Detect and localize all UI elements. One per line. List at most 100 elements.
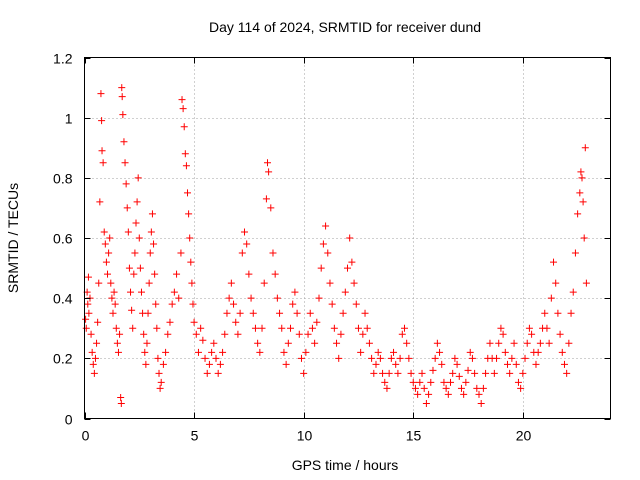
data-point: [471, 369, 479, 377]
data-point: [475, 390, 483, 398]
data-point: [324, 249, 332, 257]
data-point: [189, 300, 197, 308]
data-point: [98, 147, 106, 155]
data-point: [510, 339, 518, 347]
data-point: [348, 258, 356, 266]
data-point: [460, 390, 468, 398]
data-point: [205, 360, 213, 368]
data-point: [534, 348, 542, 356]
data-point: [447, 378, 455, 386]
data-point: [166, 318, 174, 326]
data-point: [203, 369, 211, 377]
x-axis-label: GPS time / hours: [292, 457, 399, 473]
data-point: [180, 123, 188, 131]
data-point: [135, 234, 143, 242]
data-point: [162, 348, 170, 356]
data-point: [260, 279, 268, 287]
data-point: [118, 93, 126, 101]
data-point: [501, 348, 509, 356]
data-point: [117, 399, 125, 407]
x-tick-label: 10: [297, 428, 313, 444]
data-point: [132, 219, 140, 227]
data-point: [120, 138, 128, 146]
data-point: [221, 330, 229, 338]
data-point: [368, 354, 376, 362]
data-point: [354, 324, 362, 332]
data-point: [328, 300, 336, 308]
data-point: [258, 324, 266, 332]
data-point: [100, 228, 108, 236]
data-point: [295, 330, 303, 338]
data-point: [582, 279, 590, 287]
data-point: [563, 369, 571, 377]
data-point: [210, 339, 218, 347]
data-point: [147, 228, 155, 236]
data-point: [125, 264, 133, 272]
data-point: [154, 354, 162, 362]
data-point: [208, 348, 216, 356]
data-point: [569, 288, 577, 296]
data-point: [212, 354, 220, 362]
data-point: [319, 240, 327, 248]
data-point: [280, 348, 288, 356]
data-point: [130, 270, 138, 278]
data-point: [341, 288, 349, 296]
data-point: [302, 348, 310, 356]
data-point: [519, 369, 527, 377]
data-point: [449, 369, 457, 377]
data-point: [105, 249, 113, 257]
data-point: [251, 324, 259, 332]
data-point: [464, 366, 472, 374]
data-point: [107, 279, 115, 287]
x-tick-label: 20: [516, 428, 532, 444]
data-point: [93, 339, 101, 347]
x-tick-label: 15: [406, 428, 422, 444]
data-point: [578, 174, 586, 182]
data-point: [344, 264, 351, 272]
data-point: [84, 273, 92, 281]
y-tick-label: 0: [65, 412, 73, 428]
data-point: [558, 348, 566, 356]
data-point: [110, 288, 118, 296]
data-point: [111, 300, 119, 308]
data-point: [462, 378, 470, 386]
data-point: [541, 309, 549, 317]
data-point: [536, 339, 544, 347]
data-point: [164, 330, 172, 338]
data-point: [101, 240, 109, 248]
data-point: [146, 249, 154, 257]
data-point: [490, 369, 498, 377]
data-point: [121, 159, 129, 167]
data-point: [134, 174, 142, 182]
data-point: [168, 300, 176, 308]
data-point: [269, 249, 277, 257]
data-point: [473, 384, 481, 392]
x-tick-labels: 0 5 10 15 20: [82, 428, 532, 444]
data-point: [90, 369, 98, 377]
data-point: [82, 324, 90, 332]
data-point: [315, 294, 323, 302]
data-point: [128, 306, 136, 314]
data-point: [499, 330, 507, 338]
data-point: [508, 354, 516, 362]
data-point: [479, 384, 487, 392]
data-point: [308, 324, 316, 332]
data-point: [442, 384, 450, 392]
data-point: [482, 369, 490, 377]
data-point: [394, 369, 402, 377]
data-point: [396, 354, 404, 362]
data-point: [440, 378, 448, 386]
y-tick-label: 0.4: [53, 291, 73, 307]
data-point: [155, 369, 163, 377]
data-point: [104, 270, 112, 278]
data-point: [438, 360, 446, 368]
data-point: [497, 324, 505, 332]
data-point: [574, 210, 582, 218]
data-point: [337, 330, 345, 338]
data-point: [379, 369, 387, 377]
data-point: [156, 384, 164, 392]
data-point: [376, 354, 384, 362]
data-point: [550, 258, 558, 266]
data-point: [359, 330, 367, 338]
data-point: [543, 324, 551, 332]
